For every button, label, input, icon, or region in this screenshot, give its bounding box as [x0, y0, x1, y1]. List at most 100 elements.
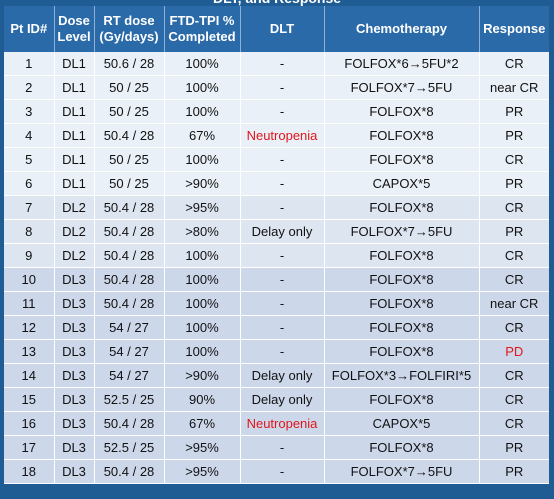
- cell-dlt: -: [240, 291, 325, 316]
- header-dose-level: Dose Level: [54, 6, 95, 52]
- cell-chemotherapy: FOLFOX*8: [324, 315, 480, 340]
- cell-response: PD: [479, 339, 549, 364]
- cell-rt-dose: 50.4 / 28: [94, 219, 165, 244]
- table-row: 3 DL1 50 / 25 100% - FOLFOX*8 PR: [4, 99, 549, 124]
- cell-dose-level: DL1: [54, 123, 95, 148]
- table-row: 16 DL3 50.4 / 28 67% Neutropenia CAPOX*5 CR: [4, 411, 549, 436]
- cell-dose-level: DL2: [54, 219, 95, 244]
- table-row: 5 DL1 50 / 25 100% - FOLFOX*8 CR: [4, 147, 549, 172]
- cell-pt-id: 12: [4, 315, 55, 340]
- table-row: 12 DL3 54 / 27 100% - FOLFOX*8 CR: [4, 315, 549, 340]
- cell-dlt: -: [240, 75, 325, 100]
- cell-ftd-completed: 67%: [164, 123, 241, 148]
- cell-rt-dose: 54 / 27: [94, 363, 165, 388]
- cell-dose-level: DL3: [54, 339, 95, 364]
- cell-dlt: -: [240, 171, 325, 196]
- table-header-row: Pt ID# Dose Level RT dose (Gy/days) FTD-TP…: [4, 6, 549, 52]
- cell-response: near CR: [479, 75, 549, 100]
- header-rt-dose: RT dose (Gy/days): [94, 6, 165, 52]
- cell-dlt: -: [240, 435, 325, 460]
- cell-ftd-completed: 100%: [164, 291, 241, 316]
- cell-rt-dose: 50.4 / 28: [94, 459, 165, 484]
- cell-ftd-completed: >95%: [164, 195, 241, 220]
- cell-dlt: -: [240, 195, 325, 220]
- slide-title-cutoff: DLT, and Response: [0, 0, 554, 8]
- cell-rt-dose: 50.4 / 28: [94, 243, 165, 268]
- cell-pt-id: 3: [4, 99, 55, 124]
- cell-response: CR: [479, 315, 549, 340]
- patient-table: Pt ID# Dose Level RT dose (Gy/days) FTD-TP…: [4, 6, 549, 484]
- cell-ftd-completed: 100%: [164, 75, 241, 100]
- cell-rt-dose: 52.5 / 25: [94, 387, 165, 412]
- table-row: 18 DL3 50.4 / 28 >95% - FOLFOX*7→5FU PR: [4, 459, 549, 484]
- cell-pt-id: 7: [4, 195, 55, 220]
- cell-chemotherapy: FOLFOX*8: [324, 291, 480, 316]
- table-row: 6 DL1 50 / 25 >90% - CAPOX*5 PR: [4, 171, 549, 196]
- cell-dlt: -: [240, 243, 325, 268]
- cell-pt-id: 4: [4, 123, 55, 148]
- cell-pt-id: 13: [4, 339, 55, 364]
- table-row: 11 DL3 50.4 / 28 100% - FOLFOX*8 near CR: [4, 291, 549, 316]
- cell-response: PR: [479, 219, 549, 244]
- cell-rt-dose: 50 / 25: [94, 171, 165, 196]
- table-row: 4 DL1 50.4 / 28 67% Neutropenia FOLFOX*8 PR: [4, 123, 549, 148]
- header-dlt: DLT: [240, 6, 325, 52]
- cell-dose-level: DL3: [54, 435, 95, 460]
- cell-response: CR: [479, 267, 549, 292]
- cell-ftd-completed: 100%: [164, 99, 241, 124]
- cell-dlt: Neutropenia: [240, 123, 325, 148]
- cell-dlt: -: [240, 315, 325, 340]
- cell-rt-dose: 54 / 27: [94, 315, 165, 340]
- cell-response: CR: [479, 363, 549, 388]
- cell-dlt: -: [240, 339, 325, 364]
- cell-rt-dose: 52.5 / 25: [94, 435, 165, 460]
- table-row: 17 DL3 52.5 / 25 >95% - FOLFOX*8 PR: [4, 435, 549, 460]
- cell-rt-dose: 50.4 / 28: [94, 195, 165, 220]
- cell-pt-id: 9: [4, 243, 55, 268]
- cell-ftd-completed: 100%: [164, 243, 241, 268]
- cell-chemotherapy: FOLFOX*8: [324, 387, 480, 412]
- header-pt-id: Pt ID#: [4, 6, 55, 52]
- cell-chemotherapy: FOLFOX*8: [324, 339, 480, 364]
- cell-chemotherapy: FOLFOX*8: [324, 99, 480, 124]
- cell-chemotherapy: FOLFOX*6→5FU*2: [324, 52, 480, 76]
- cell-rt-dose: 50.6 / 28: [94, 52, 165, 76]
- table-row: 13 DL3 54 / 27 100% - FOLFOX*8 PD: [4, 339, 549, 364]
- cell-rt-dose: 50 / 25: [94, 99, 165, 124]
- cell-dose-level: DL3: [54, 411, 95, 436]
- table-row: 7 DL2 50.4 / 28 >95% - FOLFOX*8 CR: [4, 195, 549, 220]
- table-row: 14 DL3 54 / 27 >90% Delay only FOLFOX*3→FOLFI…: [4, 363, 549, 388]
- cell-response: CR: [479, 411, 549, 436]
- cell-response: PR: [479, 435, 549, 460]
- cell-pt-id: 11: [4, 291, 55, 316]
- cell-ftd-completed: 100%: [164, 339, 241, 364]
- cell-ftd-completed: >90%: [164, 363, 241, 388]
- cell-chemotherapy: CAPOX*5: [324, 411, 480, 436]
- cell-pt-id: 10: [4, 267, 55, 292]
- cell-dose-level: DL1: [54, 171, 95, 196]
- cell-dose-level: DL1: [54, 52, 95, 76]
- cell-pt-id: 14: [4, 363, 55, 388]
- cell-ftd-completed: 100%: [164, 267, 241, 292]
- cell-pt-id: 17: [4, 435, 55, 460]
- cell-pt-id: 15: [4, 387, 55, 412]
- cell-ftd-completed: 100%: [164, 147, 241, 172]
- cell-dose-level: DL1: [54, 75, 95, 100]
- cell-rt-dose: 50.4 / 28: [94, 123, 165, 148]
- cell-dose-level: DL2: [54, 195, 95, 220]
- cell-dose-level: DL1: [54, 99, 95, 124]
- cell-dose-level: DL3: [54, 363, 95, 388]
- cell-dlt: -: [240, 52, 325, 76]
- cell-response: near CR: [479, 291, 549, 316]
- table-row: 15 DL3 52.5 / 25 90% Delay only FOLFOX*8 CR: [4, 387, 549, 412]
- cell-pt-id: 2: [4, 75, 55, 100]
- cell-response: CR: [479, 387, 549, 412]
- cell-rt-dose: 50.4 / 28: [94, 411, 165, 436]
- cell-response: PR: [479, 459, 549, 484]
- cell-pt-id: 6: [4, 171, 55, 196]
- header-ftd-tpi: FTD-TPI % Completed: [164, 6, 241, 52]
- cell-dose-level: DL3: [54, 459, 95, 484]
- cell-response: CR: [479, 195, 549, 220]
- cell-pt-id: 5: [4, 147, 55, 172]
- cell-rt-dose: 50 / 25: [94, 147, 165, 172]
